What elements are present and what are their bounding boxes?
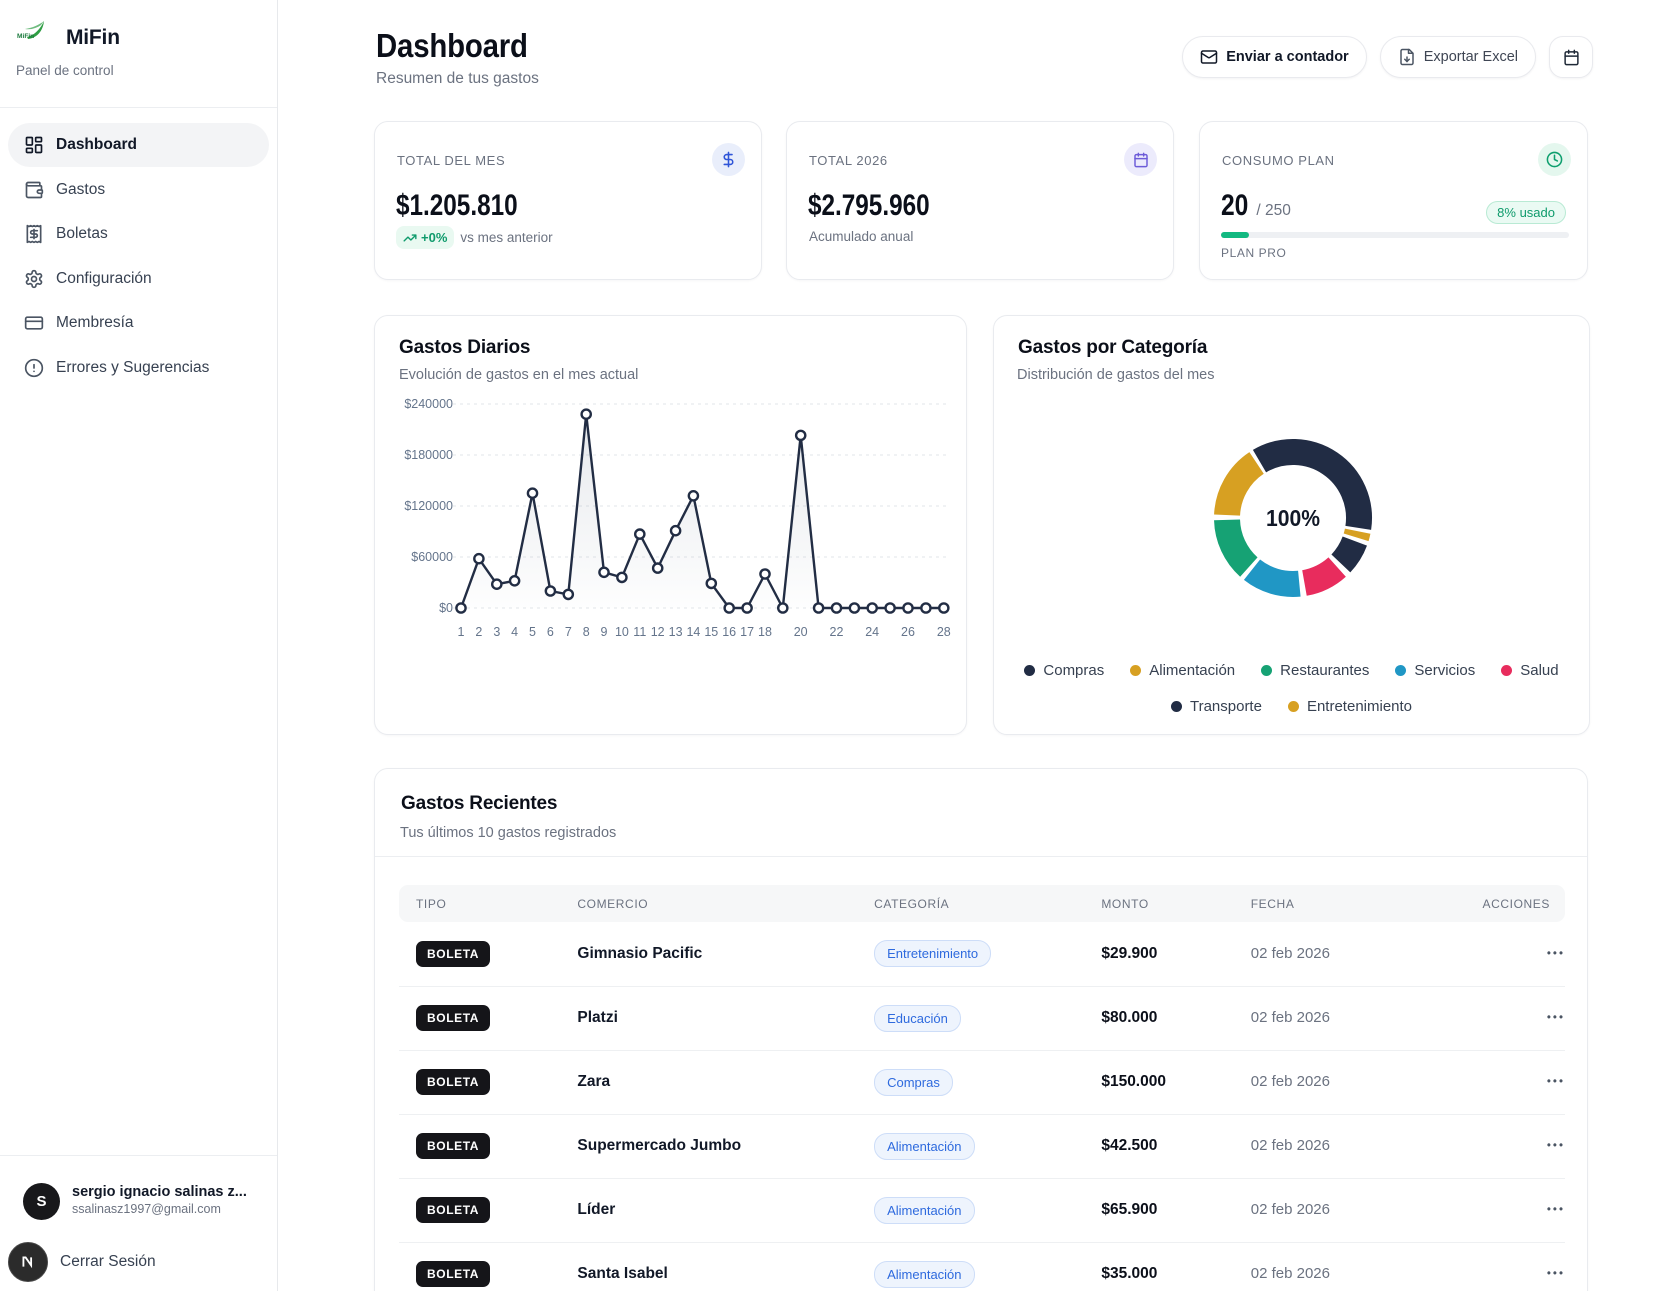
- svg-text:13: 13: [669, 625, 683, 639]
- svg-text:7: 7: [565, 625, 572, 639]
- svg-text:3: 3: [493, 625, 500, 639]
- svg-text:15: 15: [704, 625, 718, 639]
- svg-text:20: 20: [794, 625, 808, 639]
- svg-text:$180000: $180000: [404, 448, 453, 462]
- svg-text:16: 16: [722, 625, 736, 639]
- svg-text:18: 18: [758, 625, 772, 639]
- svg-text:$60000: $60000: [411, 550, 453, 564]
- svg-text:24: 24: [865, 625, 879, 639]
- svg-text:MiFin: MiFin: [17, 33, 34, 40]
- svg-text:17: 17: [740, 625, 754, 639]
- svg-text:26: 26: [901, 625, 915, 639]
- svg-text:6: 6: [547, 625, 554, 639]
- svg-text:1: 1: [458, 625, 465, 639]
- svg-text:2: 2: [475, 625, 482, 639]
- svg-text:$240000: $240000: [404, 397, 453, 411]
- svg-text:5: 5: [529, 625, 536, 639]
- svg-text:12: 12: [651, 625, 665, 639]
- svg-text:$0: $0: [439, 601, 453, 615]
- svg-text:10: 10: [615, 625, 629, 639]
- svg-text:22: 22: [830, 625, 844, 639]
- svg-text:$120000: $120000: [404, 499, 453, 513]
- svg-text:8: 8: [583, 625, 590, 639]
- svg-text:11: 11: [633, 625, 646, 639]
- svg-text:4: 4: [511, 625, 518, 639]
- svg-text:28: 28: [937, 625, 951, 639]
- svg-text:9: 9: [601, 625, 608, 639]
- svg-text:100%: 100%: [1266, 505, 1320, 531]
- svg-text:14: 14: [686, 625, 700, 639]
